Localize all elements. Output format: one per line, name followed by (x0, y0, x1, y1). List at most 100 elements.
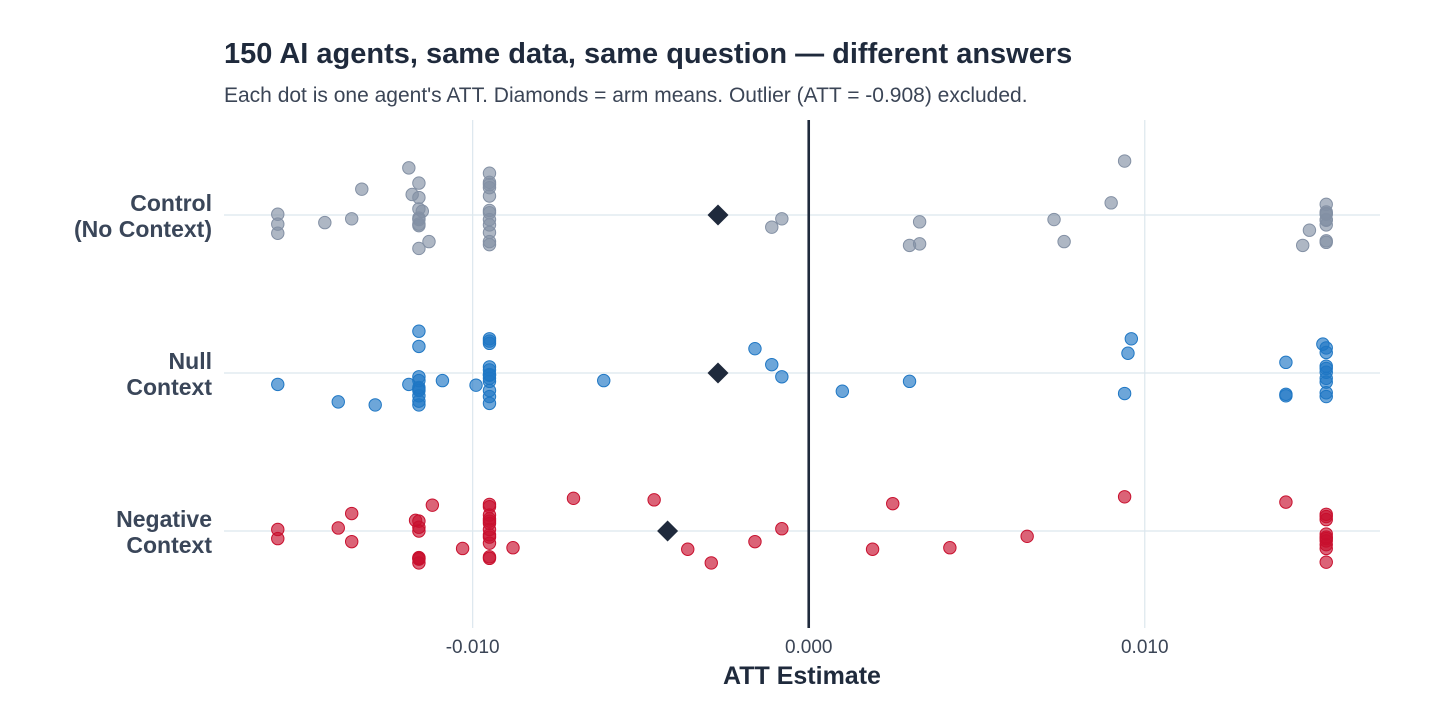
agent-point-control (1047, 212, 1061, 227)
agent-point-control (912, 237, 927, 251)
agent-point-control (355, 182, 369, 196)
agent-point-negative (1319, 534, 1333, 548)
agent-point-negative (748, 534, 762, 549)
agent-point-negative (566, 491, 581, 506)
agent-point-control (482, 218, 497, 232)
category-label-line: Negative (116, 506, 212, 532)
agent-point-negative (1279, 495, 1293, 509)
agent-point-null (412, 324, 426, 338)
agent-point-null (765, 357, 779, 372)
agent-point-negative (775, 522, 789, 536)
agent-point-control (405, 187, 419, 202)
agent-point-null (748, 341, 762, 356)
agent-point-null (482, 374, 497, 389)
agent-point-null (435, 373, 450, 388)
agent-point-negative (681, 542, 695, 556)
agent-point-control (1057, 234, 1071, 249)
agent-point-control (482, 177, 497, 192)
agent-point-null (1319, 345, 1333, 360)
agent-point-null (1117, 386, 1132, 401)
agent-point-negative (344, 534, 359, 549)
agent-point-null (368, 398, 382, 412)
category-label-negative: Negative Context (116, 506, 212, 558)
agent-point-null (775, 370, 789, 384)
agent-point-control (412, 176, 426, 190)
mean-diamond-null (707, 362, 729, 384)
chart-title: 150 AI agents, same data, same question … (224, 38, 1073, 70)
category-label-line: Control (130, 190, 212, 216)
agent-point-null (597, 373, 611, 388)
agent-point-null (1279, 355, 1293, 370)
agent-point-null (835, 384, 850, 398)
agent-point-negative (704, 556, 718, 570)
agent-point-negative (482, 530, 497, 544)
agent-point-control (344, 212, 359, 226)
agent-points (271, 154, 1333, 570)
agent-point-control (412, 241, 426, 256)
agent-point-null (482, 389, 497, 404)
agent-point-negative (1020, 529, 1034, 544)
category-label-line: Context (126, 374, 212, 400)
agent-point-negative (943, 541, 957, 555)
x-tick-label: 0.010 (1121, 637, 1169, 658)
x-axis-label: ATT Estimate (723, 662, 881, 690)
agent-point-negative (1117, 490, 1132, 504)
category-label-line: Context (126, 532, 212, 558)
category-label-line: Null (169, 348, 212, 374)
agent-point-control (1117, 154, 1132, 168)
agent-point-control (912, 215, 927, 229)
agent-point-negative (1319, 507, 1333, 521)
agent-point-negative (412, 552, 426, 566)
agent-point-control (1302, 223, 1317, 237)
agent-point-negative (1319, 555, 1333, 569)
agent-point-null (412, 389, 426, 403)
agent-point-negative (482, 551, 497, 566)
agent-point-null (412, 339, 426, 354)
agent-point-negative (455, 541, 470, 556)
x-tick-label: -0.010 (446, 637, 500, 658)
agent-point-control (765, 220, 779, 234)
agent-point-negative (271, 522, 285, 537)
x-tick-label: 0.000 (785, 637, 833, 658)
agent-point-null (271, 377, 285, 392)
category-label-null: Null Context (126, 348, 212, 400)
agent-point-control (775, 212, 789, 226)
agent-point-null (331, 395, 345, 409)
category-label-control: Control (No Context) (74, 190, 212, 242)
agent-point-null (1279, 387, 1293, 401)
agent-point-negative (886, 496, 900, 511)
agent-point-control (318, 215, 332, 230)
agent-point-control (1296, 238, 1310, 253)
agent-point-negative (865, 542, 880, 556)
agent-point-null (1319, 361, 1333, 376)
agent-point-null (469, 378, 483, 392)
agent-point-control (1104, 196, 1118, 210)
agent-point-control (422, 234, 436, 249)
agent-point-negative (506, 541, 520, 555)
agent-point-control (482, 166, 497, 180)
agent-point-negative (344, 506, 359, 521)
agent-point-control (1319, 235, 1333, 250)
agent-point-null (1121, 346, 1135, 360)
category-label-line: (No Context) (74, 216, 212, 242)
arm-means (657, 204, 729, 542)
agent-point-null (902, 374, 917, 389)
agent-point-control (1319, 212, 1333, 227)
gridlines (224, 120, 1380, 628)
mean-diamond-control (707, 204, 729, 226)
agent-point-control (271, 207, 285, 221)
agent-point-null (482, 336, 497, 351)
agent-point-negative (412, 524, 426, 538)
agent-point-negative (331, 521, 345, 535)
agent-point-negative (482, 512, 497, 526)
agent-point-control (402, 161, 416, 175)
agent-point-negative (425, 498, 440, 512)
agent-point-null (1319, 386, 1333, 400)
mean-diamond-negative (657, 520, 679, 542)
agent-point-control (482, 237, 497, 252)
chart-subtitle: Each dot is one agent's ATT. Diamonds = … (224, 84, 1028, 107)
agent-point-control (482, 203, 497, 218)
agent-point-control (415, 204, 429, 218)
